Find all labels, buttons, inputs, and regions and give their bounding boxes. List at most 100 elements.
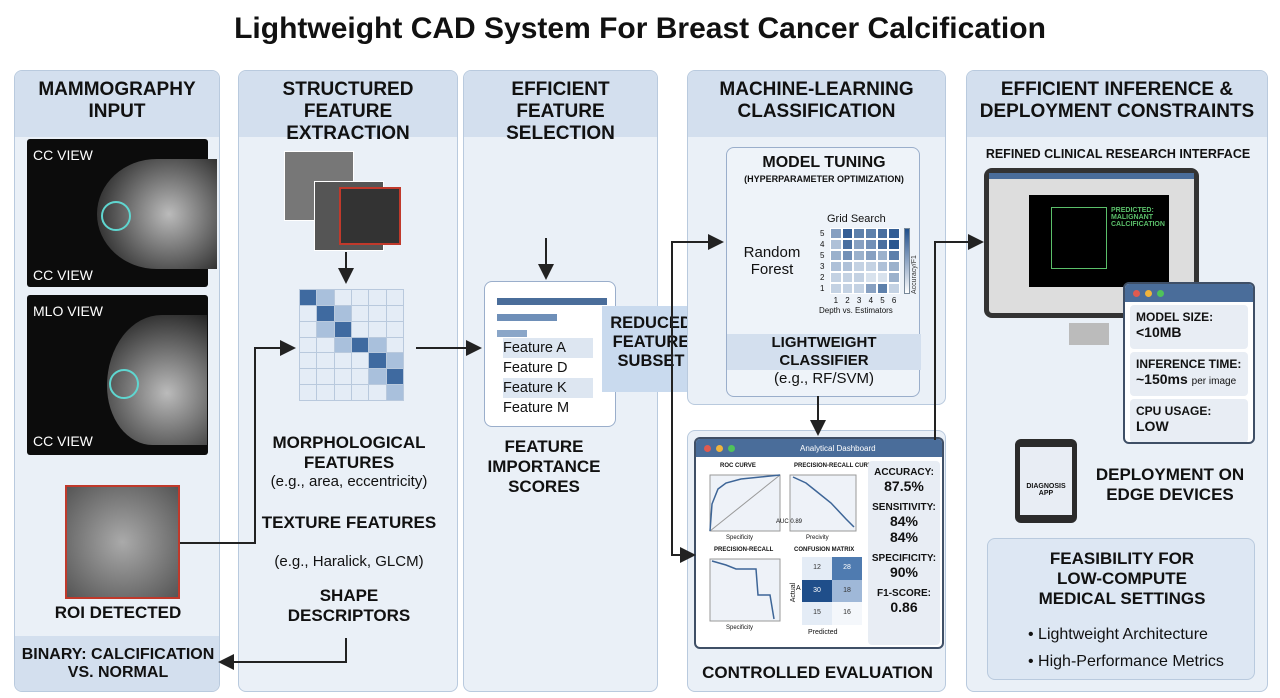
roi-zoom-image (65, 485, 180, 599)
cm-cell: 30 (802, 579, 832, 603)
matrix-cell (352, 385, 369, 400)
stat-value: LOW (1136, 418, 1169, 434)
analytical-dashboard: Analytical Dashboard ROC CURVE PRECISION… (694, 437, 944, 649)
grid-cell (888, 239, 900, 250)
grid-cell (876, 261, 889, 272)
feature-item: Feature D (503, 360, 568, 376)
matrix-cell (300, 290, 317, 305)
importance-bar (497, 298, 607, 305)
column-header: MACHINE-LEARNING CLASSIFICATION (688, 71, 945, 137)
x-axis-label: Specificity (726, 625, 754, 631)
matrix-cell (300, 385, 317, 400)
grid-cell (876, 228, 889, 239)
column-header: STRUCTURED FEATURE EXTRACTION (239, 71, 457, 144)
matrix-cell (369, 353, 386, 369)
metric-value: 84% (889, 529, 919, 545)
column-header: MAMMOGRAPHY INPUT (15, 71, 219, 137)
bullet-item: • High-Performance Metrics (1028, 653, 1224, 670)
grid-cell (841, 228, 854, 239)
grid-y-tick: 5 (820, 251, 825, 260)
grid-cell (841, 250, 854, 261)
matrix-cell (334, 353, 351, 369)
stats-window: MODEL SIZE: <10MB INFERENCE TIME: ~150ms p… (1123, 282, 1255, 444)
matrix-cell (334, 321, 351, 337)
cm-cell: 16 (832, 602, 862, 625)
grid-cell (865, 272, 877, 283)
matrix-cell (369, 321, 386, 337)
matrix-cell (352, 369, 369, 385)
tuning-subtitle: (HYPERPARAMETER OPTIMIZATION) (744, 174, 904, 184)
dashboard-title: Analytical Dashboard (800, 443, 876, 453)
cm-cell: 12 (802, 557, 832, 580)
matrix-cell (386, 290, 403, 305)
feature-item: Feature M (503, 400, 570, 416)
matrix-cell (386, 369, 403, 385)
cm-title: CONFUSION MATRIX (794, 547, 855, 553)
column-header: EFFICIENT FEATURE SELECTION (464, 71, 657, 144)
bullet-text: High-Performance Metrics (1038, 653, 1224, 670)
evaluation-label: CONTROLLED EVALUATION (702, 663, 933, 682)
grid-x-tick: 3 (856, 296, 862, 305)
grid-cell (853, 250, 865, 261)
interface-label: REFINED CLINICAL RESEARCH INTERFACE (985, 147, 1251, 161)
metric-label: ACCURACY: (874, 467, 934, 478)
prediction-label: PREDICTED: MALIGNANT CALCIFICATION (1111, 207, 1165, 228)
evaluation-column: Analytical Dashboard ROC CURVE PRECISION… (687, 430, 946, 692)
matrix-cell (334, 337, 351, 353)
tablet: DIAGNOSIS APP (1015, 439, 1077, 523)
matrix-cell (334, 385, 351, 400)
pr-title: PRECISION-RECALL CURVE (794, 463, 876, 469)
grid-cell (865, 250, 877, 261)
view-label: CC VIEW (33, 267, 93, 283)
colorbar (904, 228, 910, 294)
metric: ACCURACY: 87.5% (868, 467, 940, 494)
classifier-label: LIGHTWEIGHT CLASSIFIER (727, 334, 921, 370)
roc-title: ROC CURVE (720, 463, 756, 469)
grid-cell (876, 239, 889, 250)
tuning-title: MODEL TUNING (762, 154, 886, 171)
stats-list: MODEL SIZE: <10MB INFERENCE TIME: ~150ms p… (1125, 302, 1253, 442)
grid-cell (876, 283, 889, 294)
grid-cell (853, 283, 865, 294)
grid-x-label: Depth vs. Estimators (819, 306, 893, 315)
cm-actual-label: Actual (790, 582, 798, 603)
grid-cell (853, 239, 865, 250)
grid-y-tick: 5 (820, 229, 825, 238)
importance-bar (497, 330, 527, 337)
matrix-cell (352, 290, 369, 305)
morph-sub: (e.g., area, eccentricity) (270, 473, 428, 490)
metric-value: 84% (889, 513, 919, 529)
stat-value: ~150ms (1136, 371, 1188, 387)
stat-unit: per image (1191, 376, 1237, 387)
feature-list: Feature A Feature D Feature K Feature M (503, 338, 593, 418)
matrix-cell (317, 385, 334, 400)
monitor-screen-image: PREDICTED: MALIGNANT CALCIFICATION (1029, 195, 1169, 287)
pr-plot (789, 474, 857, 532)
grid-y-tick: 4 (820, 240, 825, 249)
grid-cell (830, 239, 842, 250)
grid-cell (841, 272, 854, 283)
mlo-view-image: MLO VIEW CC VIEW (27, 295, 208, 455)
matrix-cell (334, 305, 351, 321)
stat-label: CPU USAGE: (1136, 404, 1212, 418)
stat-item: MODEL SIZE: <10MB (1130, 305, 1248, 349)
stat-item: CPU USAGE: LOW (1130, 399, 1248, 442)
metric: SENSITIVITY: 84% 84% (868, 502, 940, 545)
morph-label: MORPHOLOGICAL FEATURES (272, 433, 426, 472)
classifier-sub: (e.g., RF/SVM) (773, 370, 874, 387)
roi-circle (109, 369, 139, 399)
matrix-cell (317, 353, 334, 369)
grid-cell (888, 283, 900, 294)
cm-cell: 28 (832, 557, 862, 580)
matrix-cell (352, 353, 369, 369)
grid-cell (865, 239, 877, 250)
feasibility-bullets: • Lightweight Architecture • High-Perfor… (1028, 621, 1224, 675)
grid-cell (841, 283, 854, 294)
roc-diagonal (709, 474, 781, 532)
edge-label: DEPLOYMENT ON EDGE DEVICES (1095, 465, 1245, 504)
grid-cell (888, 250, 900, 261)
grid-cell (830, 228, 842, 239)
feature-item: Feature A (503, 338, 593, 358)
matrix-cell (352, 305, 369, 321)
metric: SPECIFICITY: 90% (868, 553, 940, 580)
